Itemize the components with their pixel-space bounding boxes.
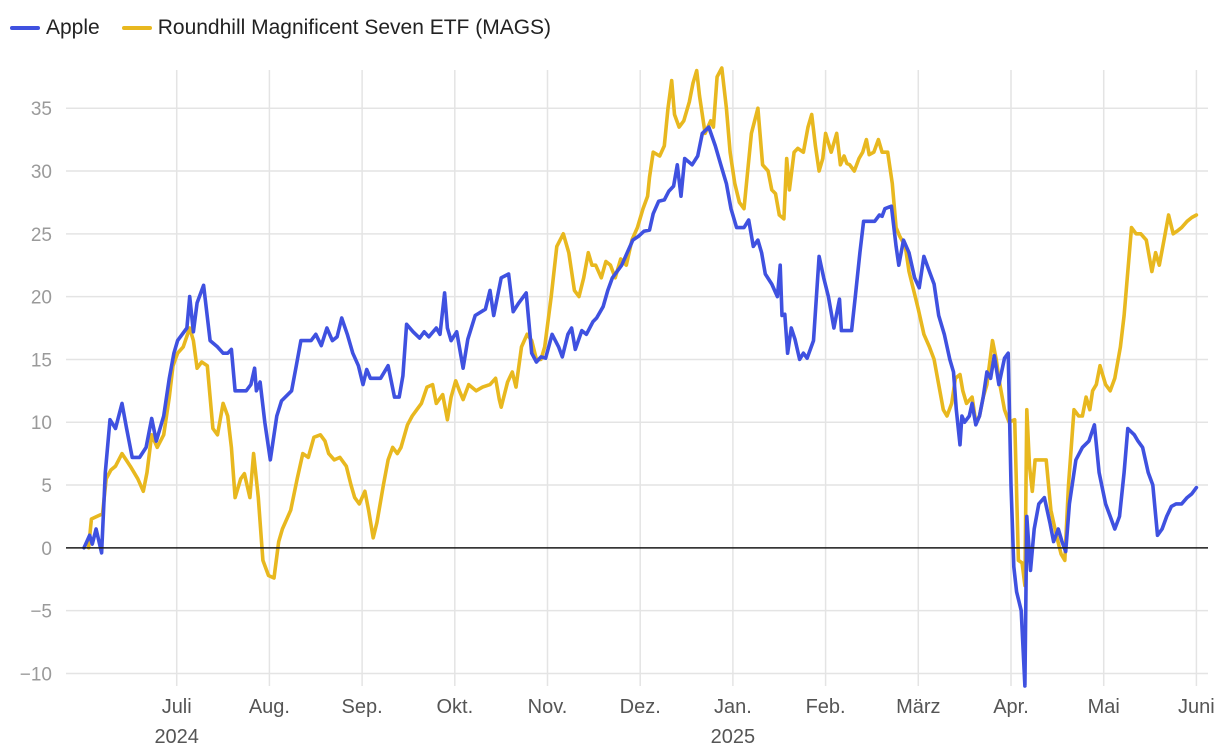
x-tick-label: Juni: [1178, 696, 1215, 718]
x-tick-year-label: 2025: [711, 726, 756, 748]
y-tick-label: 20: [31, 288, 52, 309]
legend-label-mags: Roundhill Magnificent Seven ETF (MAGS): [157, 16, 552, 39]
legend-label-apple: Apple: [46, 16, 100, 39]
legend-item-apple[interactable]: Apple: [10, 16, 100, 40]
x-tick-label: Feb.: [806, 696, 846, 718]
series-line-apple: [82, 125, 1199, 688]
y-tick-label: 25: [31, 225, 52, 246]
x-tick-label: Juli: [162, 696, 192, 718]
x-tick-label: Nov.: [528, 696, 568, 718]
x-tick-label: Dez.: [620, 696, 661, 718]
x-tick-label: Jan.: [714, 696, 752, 718]
x-tick-label: Aug.: [249, 696, 290, 718]
x-tick-label: Mai: [1088, 696, 1120, 718]
y-tick-label: −5: [30, 602, 52, 623]
y-tick-label: 5: [41, 476, 52, 497]
y-tick-label: 30: [31, 162, 52, 183]
series-line-mags: [86, 66, 1199, 588]
legend-swatch-mags: [121, 26, 152, 30]
y-tick-label: 35: [31, 99, 52, 120]
grid-layer: [66, 70, 1208, 686]
legend-swatch-apple: [10, 26, 40, 30]
x-tick-label: März: [896, 696, 940, 718]
y-tick-label: −10: [20, 664, 52, 685]
legend: Apple Roundhill Magnificent Seven ETF (M…: [10, 14, 551, 42]
y-tick-label: 15: [31, 350, 52, 371]
x-tick-label: Apr.: [993, 696, 1029, 718]
x-tick-year-label: 2024: [154, 726, 199, 748]
x-tick-label: Okt.: [436, 696, 473, 718]
series-layer: [82, 66, 1199, 688]
y-tick-label: 10: [31, 413, 52, 434]
legend-item-mags[interactable]: Roundhill Magnificent Seven ETF (MAGS): [121, 16, 552, 40]
y-tick-label: 0: [41, 539, 52, 560]
x-tick-label: Sep.: [342, 696, 383, 718]
